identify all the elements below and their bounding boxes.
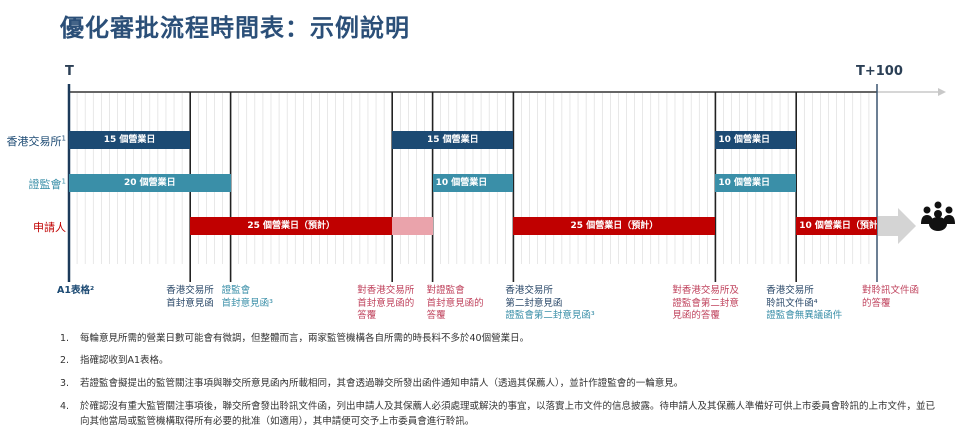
footnote-ref: 1 xyxy=(61,177,66,186)
footnote: 3. 若證監會擬提出的監管關注事項與聯交所意見函內所載相同，其會透過聯交所發出函件… xyxy=(60,376,940,391)
page-title: 優化審批流程時間表：示例說明 xyxy=(60,14,410,42)
footnote-number: 1. xyxy=(60,333,70,344)
milestone-label-line: 首封意見函的 xyxy=(357,297,415,309)
milestone-label-line: 答覆 xyxy=(426,310,446,321)
milestone-label-line: 對證監會 xyxy=(426,285,465,296)
milestone-label-line: 第二封意見函 xyxy=(505,297,563,309)
milestone-label-line: 首封意見函的 xyxy=(426,297,484,309)
footnote-text: 指確認收到A1表格。 xyxy=(80,355,169,366)
footnote-number: 2. xyxy=(60,355,70,366)
milestone-label-line: 對聆訊文件函 xyxy=(862,285,920,296)
milestone-label-line: 見函的答覆 xyxy=(672,310,720,321)
milestone-label-line: 香港交易所 xyxy=(505,285,553,296)
milestone-label-line: 答覆 xyxy=(357,310,377,321)
duration-bar: 10 個營業日 xyxy=(715,131,797,149)
footnote-text: 於確認沒有重大監管關注事項後，聯交所會發出聆訊文件函，列出申請人及其保薦人必須處… xyxy=(80,401,936,427)
milestone-label: 對聆訊文件函 的答覆 xyxy=(862,285,919,310)
row-label-text: 證監會 xyxy=(28,178,62,191)
milestone-label: 證監會 首封意見函³ xyxy=(222,285,273,310)
milestone-label: 香港交易所 聆訊文件函⁴ 證監會無異議函件 xyxy=(766,285,842,323)
milestone-label-line: 首封意見函 xyxy=(166,297,214,309)
milestone-label: 香港交易所 首封意見函 xyxy=(166,285,214,310)
duration-bar: 10 個營業日 xyxy=(715,174,797,192)
end-label: T+100 xyxy=(856,64,903,79)
milestone-label-line: 證監會 xyxy=(221,285,251,296)
row-label-text: 申請人 xyxy=(33,221,66,234)
milestone-label-line: 證監會第二封意見函³ xyxy=(505,310,595,321)
row-label: 證監會1 xyxy=(29,176,66,192)
footnote-text: 每輪意見所需的營業日數可能會有微調，但整體而言，兩家監管機構各自所需的時長料不多… xyxy=(80,333,530,344)
pending-bar xyxy=(392,217,433,235)
footnote: 1. 每輪意見所需的營業日數可能會有微調，但整體而言，兩家監管機構各自所需的時長料… xyxy=(60,331,940,346)
duration-bar: 15 個營業日 xyxy=(392,131,514,149)
timeline-grid xyxy=(67,84,946,282)
milestone-label: 對香港交易所及 證監會第二封意 見函的答覆 xyxy=(672,285,739,323)
duration-bar: 20 個營業日 xyxy=(69,174,231,192)
footnote-text: 若證監會擬提出的監管關注事項與聯交所意見函內所載相同，其會透過聯交所發出函件通知… xyxy=(80,378,684,389)
milestone-label: 香港交易所 第二封意見函 證監會第二封意見函³ xyxy=(505,285,594,323)
axis-arrow-icon xyxy=(938,88,946,96)
footnote-ref: 1 xyxy=(61,134,66,143)
duration-bar: 25 個營業日（預計） xyxy=(513,217,716,235)
milestone-label-line: 香港交易所 xyxy=(166,285,214,296)
start-label: T xyxy=(65,64,74,79)
milestone-label-line: 證監會無異議函件 xyxy=(766,310,843,321)
milestone-label-line: A1表格² xyxy=(57,285,95,296)
proceed-arrow-icon xyxy=(878,208,916,244)
milestone-label-line: 證監會第二封意 xyxy=(672,297,739,309)
milestone-label-line: 首封意見函³ xyxy=(221,297,273,309)
milestone-label: 對香港交易所 首封意見函的 答覆 xyxy=(357,285,414,323)
footnote: 2. 指確認收到A1表格。 xyxy=(60,353,940,368)
milestone-label-line: 香港交易所 xyxy=(766,285,814,296)
milestone-label-line: 聆訊文件函⁴ xyxy=(766,297,818,309)
milestone-label: A1表格² xyxy=(57,285,94,298)
duration-bar: 10 個營業日（預計） xyxy=(796,217,877,235)
row-label: 申請人 xyxy=(33,219,66,235)
row-label-text: 香港交易所 xyxy=(6,135,62,148)
footnote: 4. 於確認沒有重大監管關注事項後，聯交所會發出聆訊文件函，列出申請人及其保薦人必… xyxy=(60,399,940,429)
milestone-label-line: 的答覆 xyxy=(862,297,891,309)
milestone-label-line: 對香港交易所及 xyxy=(672,285,739,296)
footnote-number: 4. xyxy=(60,401,70,412)
footnote-number: 3. xyxy=(60,378,70,389)
duration-bar: 15 個營業日 xyxy=(69,131,191,149)
milestone-label-line: 對香港交易所 xyxy=(357,285,415,296)
people-group-icon xyxy=(920,200,956,238)
milestone-label: 對證監會 首封意見函的 答覆 xyxy=(427,285,484,323)
duration-bar: 10 個營業日 xyxy=(432,174,514,192)
duration-bar: 25 個營業日（預計） xyxy=(190,217,393,235)
row-label: 香港交易所1 xyxy=(7,133,66,149)
